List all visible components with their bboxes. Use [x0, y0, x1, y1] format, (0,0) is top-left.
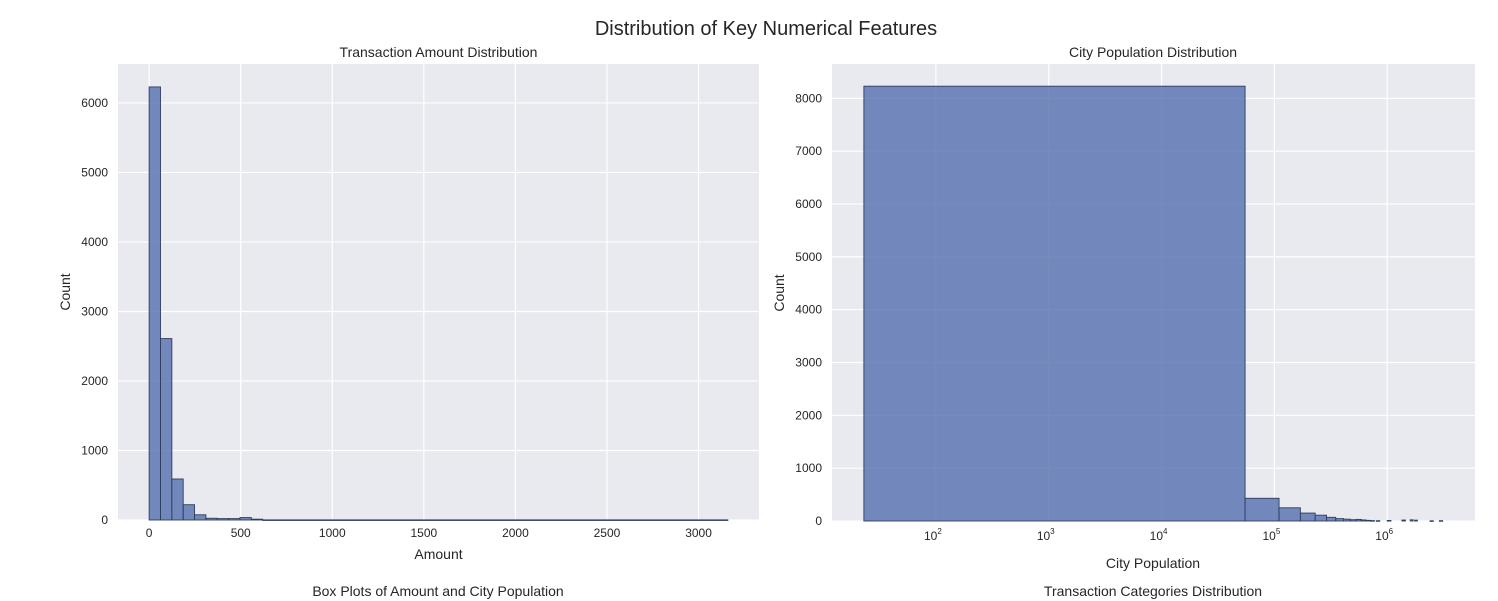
y-tick-label: 1000 [81, 443, 108, 457]
x-tick-label: 103 [1037, 527, 1055, 543]
x-tick-label: 106 [1375, 527, 1393, 543]
y-ticks-amount: 0 1000 2000 3000 4000 5000 6000 [81, 96, 108, 527]
histogram-bar [1355, 518, 1362, 522]
x-tick-exponent: 4 [1163, 527, 1168, 536]
histogram-bar [1314, 514, 1327, 522]
y-tick-label: 4000 [81, 235, 108, 249]
x-tick-label: 102 [924, 527, 942, 543]
histogram-bar [250, 518, 264, 521]
x-tick-exponent: 6 [1389, 527, 1394, 536]
histogram-bar [228, 518, 241, 521]
y-tick-label: 1000 [795, 461, 822, 475]
transaction-categories-title: Transaction Categories Distribution [1044, 583, 1262, 599]
histogram-bar [160, 338, 173, 521]
bars-amount [148, 86, 729, 521]
y-tick-label: 5000 [81, 165, 108, 179]
x-axis-label-amount: Amount [414, 546, 462, 562]
x-tick-label: 0 [146, 526, 153, 540]
panel-amount-histogram: Transaction Amount Distribution 0 500 1000… [57, 44, 759, 562]
bars-city-population [863, 85, 1444, 522]
y-tick-label: 0 [815, 514, 822, 528]
y-tick-label: 3000 [795, 356, 822, 370]
histogram-bar [1401, 519, 1406, 522]
y-axis-label-city-population: Count [771, 274, 787, 311]
y-tick-label: 0 [101, 513, 108, 527]
x-tick-label: 500 [231, 526, 251, 540]
histogram-bar [1386, 520, 1392, 522]
box-plots-title: Box Plots of Amount and City Population [312, 583, 563, 599]
x-tick-exponent: 5 [1276, 527, 1281, 536]
y-tick-label: 5000 [795, 250, 822, 264]
y-tick-label: 2000 [81, 374, 108, 388]
y-tick-label: 4000 [795, 303, 822, 317]
y-tick-label: 8000 [795, 91, 822, 105]
histogram-bar [148, 86, 161, 521]
x-tick-label: 2500 [594, 526, 621, 540]
panel-city-population-histogram: City Population Distribution 102 103 104 10… [771, 44, 1475, 571]
histogram-bar [1414, 519, 1418, 522]
figure-title: Distribution of Key Numerical Features [595, 18, 937, 40]
y-tick-label: 3000 [81, 304, 108, 318]
y-ticks-city-population: 0 1000 2000 3000 4000 5000 6000 7000 8000 [795, 91, 822, 528]
histogram-bar [171, 478, 184, 521]
histogram-bar [1326, 516, 1337, 522]
x-tick-exponent: 3 [1050, 527, 1055, 536]
histogram-bar [1278, 507, 1301, 522]
x-tick-label: 1500 [410, 526, 437, 540]
histogram-bar [1375, 520, 1381, 522]
x-tick-label: 3000 [685, 526, 712, 540]
x-ticks-amount: 0 500 1000 1500 2000 2500 3000 [146, 526, 712, 540]
x-ticks-city-population: 102 103 104 105 106 [924, 527, 1394, 543]
gridlines-amount [118, 64, 759, 521]
histogram-bar [182, 504, 196, 521]
y-tick-label: 6000 [795, 197, 822, 211]
histogram-bar [1360, 519, 1367, 522]
histogram-bar [1299, 512, 1316, 522]
histogram-bar [216, 518, 230, 521]
histogram-bar [1343, 518, 1351, 522]
plot-area-amount [118, 64, 759, 520]
histogram-bar [1438, 520, 1444, 522]
chart-title-amount: Transaction Amount Distribution [340, 44, 538, 60]
chart-title-city-population: City Population Distribution [1069, 44, 1237, 60]
histogram-bar [1244, 497, 1280, 522]
y-tick-label: 6000 [81, 96, 108, 110]
x-tick-exponent: 2 [937, 527, 942, 536]
histogram-bar [205, 517, 218, 521]
x-tick-label: 1000 [319, 526, 346, 540]
histogram-bar [1335, 518, 1344, 522]
histogram-bar [239, 517, 252, 521]
x-tick-label: 2000 [502, 526, 529, 540]
histogram-bar [262, 519, 729, 521]
histogram-bar [1349, 519, 1357, 522]
histogram-bar [1365, 519, 1371, 522]
histogram-bar [863, 85, 1246, 522]
x-axis-label-city-population: City Population [1106, 555, 1200, 571]
y-tick-label: 7000 [795, 144, 822, 158]
histogram-bar [1409, 519, 1414, 522]
histogram-bar [194, 514, 207, 521]
x-tick-label: 105 [1262, 527, 1280, 543]
y-tick-label: 2000 [795, 408, 822, 422]
y-axis-label-amount: Count [57, 273, 73, 310]
histogram-bar [1429, 520, 1434, 522]
histogram-bar [1369, 520, 1375, 522]
x-tick-label: 104 [1150, 527, 1168, 543]
